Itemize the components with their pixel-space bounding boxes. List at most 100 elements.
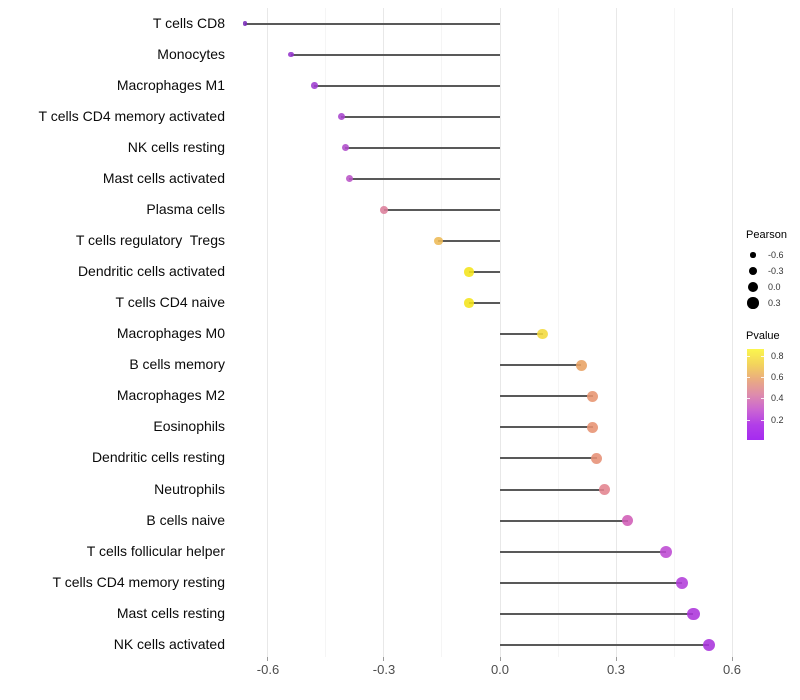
colorbar-label: 0.8 (771, 351, 784, 361)
lollipop-stem (438, 239, 500, 242)
lollipop-dot (242, 21, 248, 26)
legend-size-item: 0.3 (746, 295, 787, 311)
minor-gridline (673, 8, 675, 657)
lollipop-dot (675, 576, 688, 589)
category-label: Mast cells resting (116, 604, 225, 621)
category-label: Monocytes (157, 45, 225, 62)
lollipop-stem (500, 333, 543, 336)
lollipop-dot (464, 298, 474, 308)
lollipop-dot (537, 328, 548, 340)
category-label: B cells naive (146, 511, 225, 528)
colorbar-tick (761, 377, 764, 379)
major-gridline (499, 8, 501, 657)
colorbar-label: 0.2 (771, 414, 784, 425)
legend-size-item: -0.6 (746, 247, 787, 263)
category-label: Plasma cells (146, 200, 225, 217)
lollipop-dot (433, 236, 443, 246)
lollipop-dot (587, 421, 599, 433)
legend-pearson-items: -0.6 -0.3 0.0 0.3 (746, 247, 787, 311)
category-label: Dendritic cells resting (91, 449, 225, 466)
colorbar-tick (747, 377, 750, 379)
category-label: Dendritic cells activated (77, 263, 225, 280)
lollipop-dot (341, 144, 349, 152)
lollipop-stem (500, 550, 667, 553)
category-label: T cells CD4 memory resting (52, 573, 225, 590)
x-tick-mark (731, 657, 733, 661)
lollipop-dot (702, 638, 716, 652)
colorbar-tick (747, 356, 750, 357)
legend-pearson: Pearson -0.6 -0.3 0.0 0.3 (746, 229, 787, 311)
lollipop-stem (383, 208, 500, 211)
lollipop-dot (591, 452, 603, 465)
minor-gridline (325, 8, 327, 657)
lollipop-stem (500, 457, 597, 460)
legend-size-label: 0.3 (768, 298, 781, 308)
lollipop-stem (244, 22, 500, 25)
category-label: NK cells activated (113, 635, 225, 652)
lollipop-stem (349, 177, 500, 180)
legend-pvalue: Pvalue 0.8 0.6 0.4 0.2 (746, 330, 784, 440)
legend-size-dot-box (746, 248, 760, 262)
lollipop-dot (621, 514, 634, 527)
lollipop-dot (288, 51, 295, 58)
legend-size-dot-box (746, 296, 760, 310)
category-label: T cells follicular helper (86, 542, 225, 559)
category-label: Macrophages M0 (116, 325, 225, 342)
colorbar-label: 0.6 (771, 372, 784, 383)
x-tick-label: -0.6 (256, 662, 280, 677)
minor-gridline (557, 8, 559, 657)
legend-size-label: -0.6 (768, 250, 784, 260)
x-tick-label: 0.6 (722, 662, 742, 677)
legend-pearson-title: Pearson (746, 229, 787, 241)
lollipop-dot (464, 267, 474, 277)
lollipop-dot (587, 390, 599, 402)
lollipop-dot (337, 113, 345, 121)
legend-size-label: 0.0 (768, 282, 781, 292)
category-label: Neutrophils (154, 480, 225, 497)
colorbar-tick (761, 398, 764, 400)
lollipop-stem (341, 115, 500, 118)
minor-gridline (441, 8, 443, 657)
x-tick-label: 0.3 (606, 662, 626, 677)
x-tick-mark (383, 657, 385, 661)
legend-size-dot-box (746, 264, 760, 278)
lollipop-dot (575, 359, 587, 371)
x-tick-mark (615, 657, 617, 661)
lollipop-stem (314, 84, 500, 87)
category-label: Eosinophils (153, 418, 225, 435)
lollipop-stem (500, 488, 605, 491)
lollipop-dot (311, 82, 318, 89)
category-label: NK cells resting (127, 138, 225, 155)
colorbar-label: 0.4 (771, 393, 784, 404)
legend-size-dot (750, 252, 756, 258)
category-label: B cells memory (129, 356, 225, 373)
legend-size-item: -0.3 (746, 263, 787, 279)
lollipop-dot (598, 483, 611, 496)
lollipop-stem (500, 612, 694, 615)
lollipop-dot (660, 545, 673, 558)
lollipop-stem (469, 302, 500, 305)
lollipop-stem (500, 395, 593, 398)
legend-size-dot (748, 282, 758, 292)
lollipop-stem (500, 519, 628, 522)
lollipop-dot (345, 175, 353, 183)
legend-size-dot (749, 267, 757, 275)
x-tick-mark (499, 657, 501, 661)
lollipop-stem (500, 581, 682, 584)
lollipop-stem (500, 643, 709, 646)
lollipop-stem (345, 146, 500, 149)
colorbar-tick (747, 398, 750, 400)
legend-size-dot (747, 297, 759, 309)
lollipop-stem (500, 364, 582, 367)
category-label: Macrophages M1 (116, 76, 225, 93)
major-gridline (731, 8, 733, 657)
major-gridline (267, 8, 269, 657)
lollipop-stem (500, 426, 593, 429)
category-label: T cells regulatory Tregs (75, 231, 225, 248)
category-label: T cells CD4 memory activated (38, 107, 225, 124)
colorbar-tick (747, 419, 750, 421)
category-label: Macrophages M2 (116, 387, 225, 404)
x-tick-label: -0.3 (372, 662, 396, 677)
major-gridline (615, 8, 617, 657)
